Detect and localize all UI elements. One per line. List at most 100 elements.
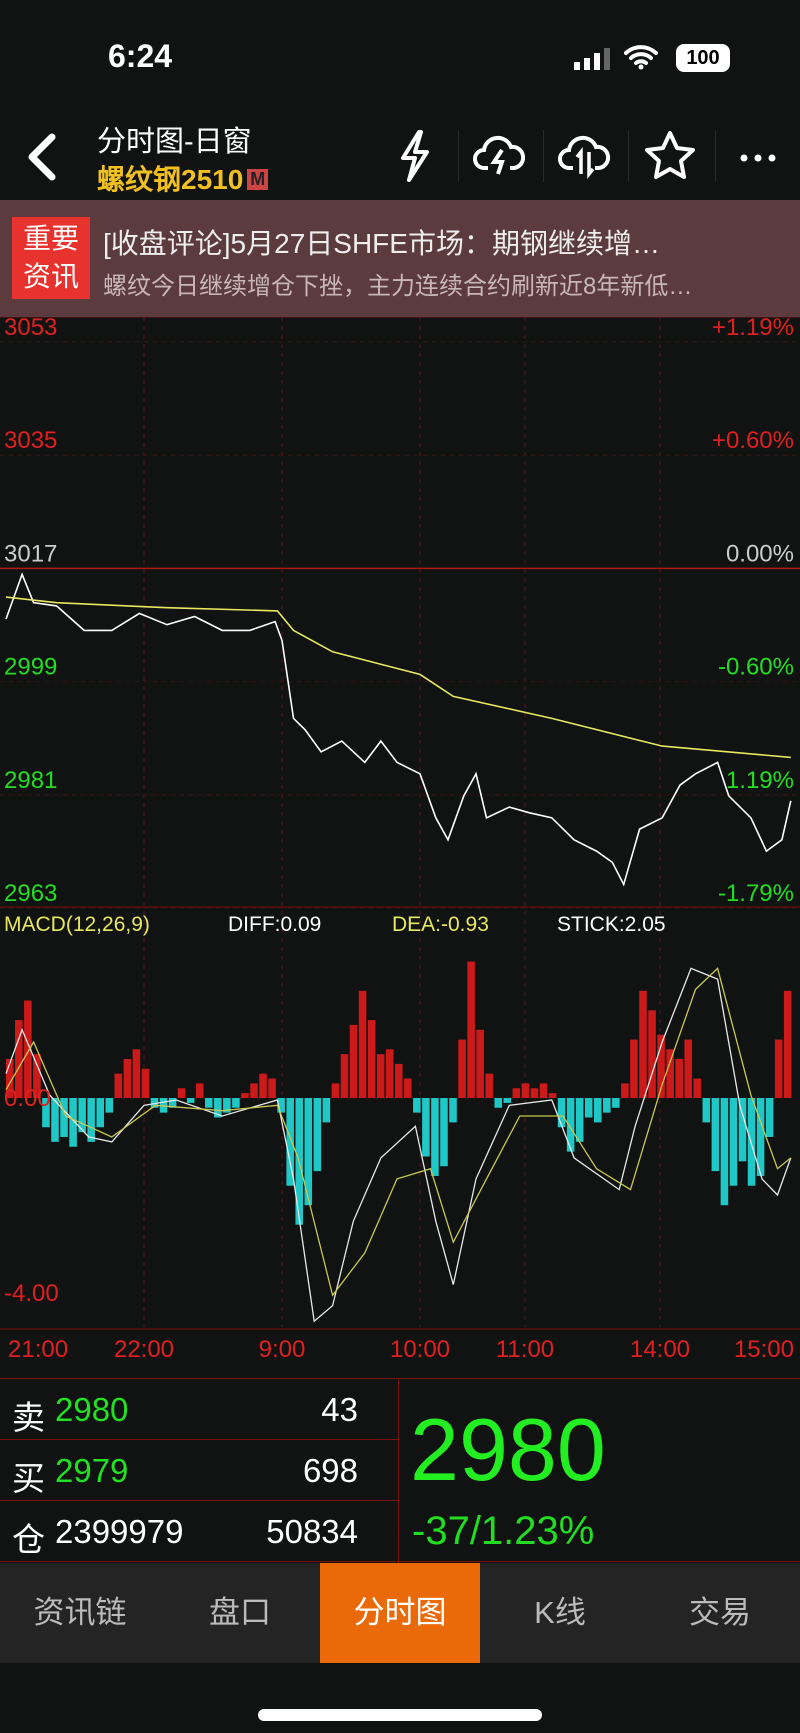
tab-news-chain[interactable]: 资讯链 <box>33 1595 127 1630</box>
macd-stick <box>458 1039 466 1099</box>
macd-stick <box>177 1088 186 1099</box>
bid-price: 2979 <box>55 1452 129 1489</box>
macd-stick <box>476 1029 484 1099</box>
time-axis-label: 15:00 <box>734 1336 794 1363</box>
macd-zero-label: 0.00 <box>4 1085 51 1112</box>
percent-axis-label: +0.60% <box>712 427 794 454</box>
bottom-tab-bar: 资讯链 盘口 分时图 K线 交易 <box>0 1563 800 1663</box>
oi-value: 2399979 <box>55 1513 184 1550</box>
macd-stick <box>603 1098 611 1113</box>
macd-stick <box>756 1098 765 1176</box>
wifi-icon <box>624 45 658 70</box>
macd-stick <box>738 1098 747 1162</box>
home-indicator[interactable] <box>258 1709 542 1721</box>
tab-intraday[interactable]: 分时图 <box>320 1563 480 1663</box>
price-axis-label: 3017 <box>4 540 57 567</box>
macd-stick <box>259 1073 267 1099</box>
open-interest-row: 仓 2399979 50834 <box>0 1501 398 1562</box>
macd-stick <box>512 1088 521 1099</box>
intraday-chart[interactable]: 3053 +1.19% 3035 +0.60% 3017 0.00% 2999 -0.60% 2… <box>0 314 800 1365</box>
battery-indicator: 100 <box>676 44 730 72</box>
macd-stick <box>313 1098 322 1172</box>
percent-axis-label: +1.19% <box>712 317 794 341</box>
macd-stick <box>566 1098 575 1152</box>
macd-stick <box>214 1098 222 1118</box>
quote-panel: 卖 2980 43 买 2979 698 仓 2399979 50834 2980 -37/… <box>0 1378 800 1563</box>
macd-stick <box>150 1098 159 1108</box>
badge-line: 资讯 <box>22 261 79 292</box>
chart-canvas[interactable]: 3053 +1.19% 3035 +0.60% 3017 0.00% 2999 -0.60% 2… <box>0 314 800 1365</box>
ask-volume: 43 <box>321 1391 358 1428</box>
macd-stick <box>449 1098 457 1123</box>
more-icon[interactable] <box>728 128 788 184</box>
oi-change: 50834 <box>266 1513 358 1550</box>
lightning-icon[interactable] <box>385 128 445 184</box>
macd-diff-label: DIFF:0.09 <box>228 913 321 936</box>
macd-stick <box>593 1098 602 1123</box>
macd-stick <box>521 1083 530 1099</box>
macd-stick <box>675 1059 683 1099</box>
cloud-sync-icon[interactable] <box>555 128 615 184</box>
cloud-lightning-icon[interactable] <box>470 128 530 184</box>
last-price: 2980 <box>410 1400 606 1499</box>
macd-stick <box>60 1098 68 1137</box>
macd-diff-line <box>5 967 792 1323</box>
back-icon[interactable] <box>22 132 62 182</box>
macd-stick <box>358 990 367 1099</box>
news-banner[interactable]: 重要资讯 [收盘评论]5月27日SHFE市场：期钢继续增… 螺纹今日继续增仓下挫… <box>0 200 800 317</box>
page-title: 分时图-日窗 <box>97 126 252 158</box>
macd-stick <box>141 1068 150 1099</box>
important-news-badge: 重要 资讯 <box>12 217 90 299</box>
macd-stick <box>232 1098 240 1108</box>
macd-stick-label: STICK:2.05 <box>557 913 666 936</box>
macd-stick <box>33 1054 41 1099</box>
macd-stick <box>404 1078 412 1099</box>
macd-stick <box>268 1078 276 1099</box>
macd-stick <box>485 1073 493 1099</box>
time-axis-label: 21:00 <box>8 1336 68 1363</box>
ask-label: 卖 <box>12 1399 45 1436</box>
percent-axis-label: -0.60% <box>718 654 794 681</box>
macd-stick <box>241 1093 249 1099</box>
time-axis-label: 9:00 <box>259 1336 306 1363</box>
macd-stick <box>385 1049 394 1099</box>
star-icon[interactable] <box>640 128 700 184</box>
macd-stick <box>431 1098 439 1176</box>
news-summary: 螺纹今日继续增仓下挫，主力连续合约刷新近8年新低… <box>103 273 693 300</box>
bid-label: 买 <box>12 1460 45 1497</box>
price-axis-label: 2963 <box>4 880 57 907</box>
macd-stick <box>666 1049 674 1099</box>
macd-stick <box>114 1073 123 1099</box>
price-axis-label: 2999 <box>4 654 57 681</box>
main-contract-badge: M <box>247 169 269 190</box>
time-axis-label: 10:00 <box>390 1336 450 1363</box>
divider <box>398 1379 399 1563</box>
percent-axis-label: 0.00% <box>726 540 794 567</box>
ask-row: 卖 2980 43 <box>0 1379 398 1440</box>
price-change: -37/1.23% <box>412 1509 595 1553</box>
tab-order-book[interactable]: 盘口 <box>209 1595 271 1630</box>
macd-stick <box>621 1083 629 1099</box>
divider <box>458 130 459 182</box>
macd-stick <box>322 1098 331 1123</box>
macd-stick <box>503 1098 512 1103</box>
macd-stick <box>711 1098 720 1172</box>
price-line <box>5 572 792 887</box>
macd-stick <box>123 1059 132 1099</box>
average-line <box>5 596 791 759</box>
badge-line: 重要 <box>22 223 79 254</box>
macd-title: MACD(12,26,9) <box>4 913 150 936</box>
macd-stick <box>186 1098 195 1103</box>
news-headline[interactable]: [收盘评论]5月27日SHFE市场：期钢继续增… <box>103 228 660 259</box>
macd-stick <box>394 1063 403 1099</box>
tab-kline[interactable]: K线 <box>534 1595 586 1630</box>
macd-stick <box>250 1083 258 1099</box>
percent-axis-label: 1.19% <box>726 767 794 794</box>
macd-stick <box>575 1098 584 1142</box>
tab-trade[interactable]: 交易 <box>689 1595 751 1630</box>
macd-stick <box>340 1054 349 1099</box>
macd-stick <box>548 1093 557 1099</box>
macd-stick <box>42 1098 50 1128</box>
macd-stick <box>376 1054 385 1099</box>
bid-row: 买 2979 698 <box>0 1440 398 1501</box>
